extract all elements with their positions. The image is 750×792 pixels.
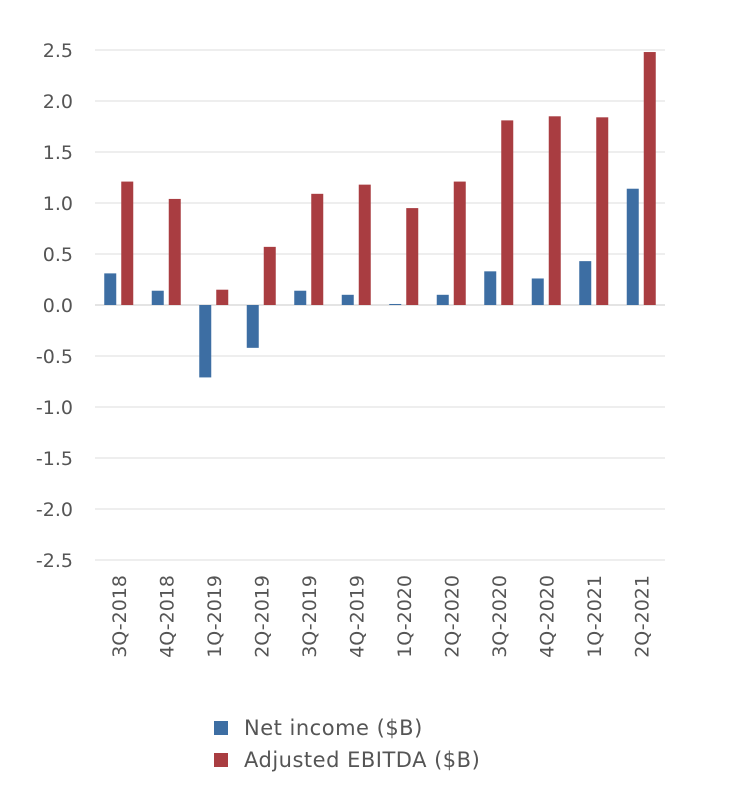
x-tick-label: 4Q-2018 [156,575,178,658]
x-tick-label: 1Q-2021 [584,575,606,658]
y-tick-label: 2.5 [43,40,73,62]
legend-swatch-net-income [214,721,228,735]
bar-adjusted-ebitda [121,181,134,305]
y-tick-label: 1.5 [43,142,73,164]
x-tick-label: 4Q-2020 [536,575,558,658]
bar-adjusted-ebitda [216,289,229,305]
x-tick-label: 2Q-2019 [251,575,273,658]
bar-net-income [436,294,449,305]
bar-net-income [294,290,307,305]
bar-adjusted-ebitda [168,198,181,305]
y-tick-label: -2.5 [36,550,73,572]
bar-adjusted-ebitda [311,193,324,305]
bar-adjusted-ebitda [453,181,466,305]
bar-adjusted-ebitda [548,116,561,305]
y-tick-label: 1.0 [43,193,73,215]
y-tick-label: 2.0 [43,91,73,113]
bar-net-income [246,305,259,348]
y-tick-label: -1.0 [36,397,73,419]
bar-adjusted-ebitda [596,117,609,305]
bar-adjusted-ebitda [263,246,276,305]
bar-net-income [389,303,402,305]
bar-adjusted-ebitda [406,208,419,305]
legend-swatch-adjusted-ebitda [214,753,228,767]
bar-net-income [626,188,639,305]
y-tick-label: 0.5 [43,244,73,266]
x-tick-label: 3Q-2018 [109,575,131,658]
bar-net-income [341,294,354,305]
x-tick-label: 2Q-2020 [441,575,463,658]
x-tick-label: 2Q-2021 [631,575,653,658]
y-tick-label: -1.5 [36,448,73,470]
x-tick-label: 1Q-2020 [394,575,416,658]
bar-adjusted-ebitda [358,184,371,305]
y-axis: 2.5 2.0 1.5 1.0 0.5 0.0 -0.5 -1.0 -1.5 -2.0 -2.5 [36,40,73,572]
bar-net-income [579,261,592,305]
bar-net-income [199,305,212,378]
x-tick-label: 3Q-2020 [489,575,511,658]
y-tick-label: -2.0 [36,499,73,521]
legend-label-adjusted-ebitda: Adjusted EBITDA ($B) [244,748,481,772]
x-axis: 3Q-2018 4Q-2018 1Q-2019 2Q-2019 3Q-2019 4Q-20… [109,575,654,658]
gridlines [95,49,665,561]
legend-item-adjusted-ebitda: Adjusted EBITDA ($B) [214,744,480,776]
y-tick-label: 0.0 [43,295,73,317]
legend-label-net-income: Net income ($B) [244,716,423,740]
bar-chart: 2.5 2.0 1.5 1.0 0.5 0.0 -0.5 -1.0 -1.5 -2.0 -2.5 3… [36,40,665,658]
bar-adjusted-ebitda [501,120,514,305]
bar-net-income [531,278,544,305]
x-tick-label: 1Q-2019 [204,575,226,658]
bars [104,52,656,378]
bar-adjusted-ebitda [643,52,656,305]
bar-net-income [104,273,117,305]
bar-net-income [484,271,497,305]
y-tick-label: -0.5 [36,346,73,368]
x-tick-label: 4Q-2019 [346,575,368,658]
legend: Net income ($B) Adjusted EBITDA ($B) [214,712,480,776]
x-tick-label: 3Q-2019 [299,575,321,658]
legend-item-net-income: Net income ($B) [214,712,480,744]
bar-net-income [151,290,164,305]
